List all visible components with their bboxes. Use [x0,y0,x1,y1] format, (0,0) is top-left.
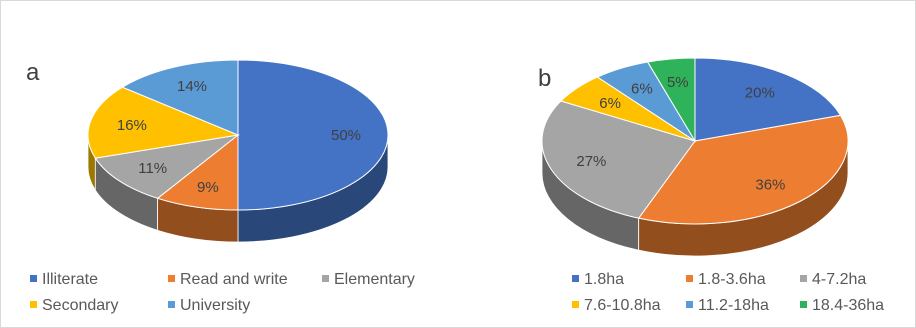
pie-a-label-illiterate: 50% [331,127,361,144]
pie-a-slice-read-and-write [156,133,239,211]
legend-b-item-1-8ha: 1.8ha [572,271,624,288]
legend-label: Secondary [42,297,119,314]
panel-label-a: a [26,59,40,86]
legend-swatch [686,275,693,282]
legend-a-item-elementary: Elementary [322,271,415,288]
pie-a-slice-illiterate [237,59,389,211]
legend-b-item-4-7-2ha: 4-7.2ha [800,271,866,288]
legend-b-item-11-2-18ha: 11.2-18ha [686,297,769,314]
legend-b-item-18-4-36ha: 18.4-36ha [800,297,884,314]
legend-label: 4-7.2ha [812,271,866,288]
legend-label: Elementary [334,271,415,288]
legend-label: University [180,297,250,314]
pie-chart-b: 20% 36% 27% 6% 6% 5% [541,57,849,257]
legend-swatch [30,275,37,282]
legend-b-item-1-8-3-6ha: 1.8-3.6ha [686,271,766,288]
legend-swatch [800,275,807,282]
pie-a-label-elementary: 11% [138,160,167,177]
pie-b-label-1-8-3-6ha: 36% [755,177,785,194]
pie-b-label-11-2-18ha: 6% [631,81,653,98]
legend-a-item-secondary: Secondary [30,297,119,314]
legend-label: 7.6-10.8ha [584,297,661,314]
pie-b-slice-4-7-2ha [541,100,696,219]
pie-b-label-18-4-36ha: 5% [667,74,689,91]
legend-label: 1.8ha [584,271,624,288]
pie-a-label-university: 14% [177,78,207,95]
legend-label: Illiterate [42,271,98,288]
pie-b-label-4-7-2ha: 27% [576,153,606,170]
legend-swatch [322,275,329,282]
pie-a-label-secondary: 16% [117,117,147,134]
legend-b-item-7-6-10-8ha: 7.6-10.8ha [572,297,661,314]
legend-label: Read and write [180,271,288,288]
pie-a-slice-university [121,59,239,136]
legend-a-item-university: University [168,297,250,314]
pie-a-slice-elementary [94,134,240,199]
legend-swatch [168,275,175,282]
legend-a-item-illiterate: Illiterate [30,271,98,288]
legend-swatch [168,301,175,308]
legend-label: 1.8-3.6ha [698,271,766,288]
legend-label: 11.2-18ha [698,297,769,314]
pie-b-slice-18-4-36ha [646,57,696,143]
pie-chart-a: 50% 9% 11% 16% 14% [87,59,389,243]
pie-b-label-7-6-10-8ha: 6% [599,95,621,112]
panel-label-b: b [538,65,551,92]
legend-swatch [800,301,807,308]
legend-swatch [572,301,579,308]
legend-swatch [572,275,579,282]
legend-label: 18.4-36ha [812,297,884,314]
legend-swatch [30,301,37,308]
legend-b: 1.8ha 1.8-3.6ha 4-7.2ha 7.6-10.8ha 11.2-18ha… [572,271,884,314]
legend-a-item-read-and-write: Read and write [168,271,288,288]
legend-swatch [686,301,693,308]
pie-a-label-read-and-write: 9% [197,179,219,196]
pie-a-slice-secondary [87,86,240,159]
pie-b-label-1-8ha: 20% [745,85,775,102]
legend-a: Illiterate Read and write Elementary Second… [30,271,415,314]
pie-b-slice-1-8ha [694,57,842,142]
pie-b-slice-1-8-3-6ha [637,114,849,225]
